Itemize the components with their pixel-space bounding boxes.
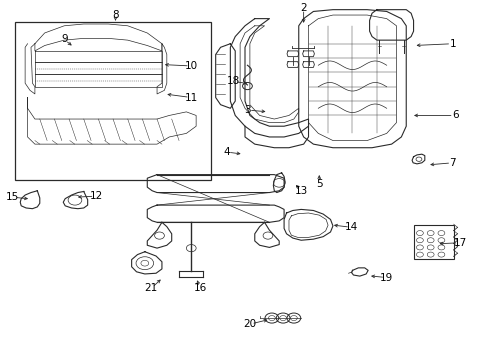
Text: 1: 1 — [449, 39, 456, 49]
Text: 7: 7 — [449, 158, 456, 168]
Text: 21: 21 — [145, 283, 158, 293]
Text: 19: 19 — [380, 273, 393, 283]
Text: 11: 11 — [185, 93, 198, 103]
Text: 15: 15 — [6, 192, 20, 202]
Text: 12: 12 — [89, 191, 102, 201]
Text: 2: 2 — [300, 3, 307, 13]
Text: 6: 6 — [452, 111, 459, 121]
Text: 13: 13 — [295, 186, 308, 196]
Bar — [15, 22, 211, 180]
Text: 5: 5 — [316, 179, 322, 189]
Text: 8: 8 — [112, 10, 119, 20]
Text: 20: 20 — [244, 319, 256, 329]
Text: 9: 9 — [61, 35, 68, 44]
Text: 16: 16 — [194, 283, 207, 293]
Text: 17: 17 — [453, 238, 466, 248]
Text: 10: 10 — [185, 61, 198, 71]
Text: 18: 18 — [227, 76, 240, 86]
Text: 4: 4 — [223, 147, 230, 157]
Bar — [414, 225, 454, 259]
Text: 3: 3 — [244, 105, 251, 115]
Text: 14: 14 — [345, 222, 358, 232]
